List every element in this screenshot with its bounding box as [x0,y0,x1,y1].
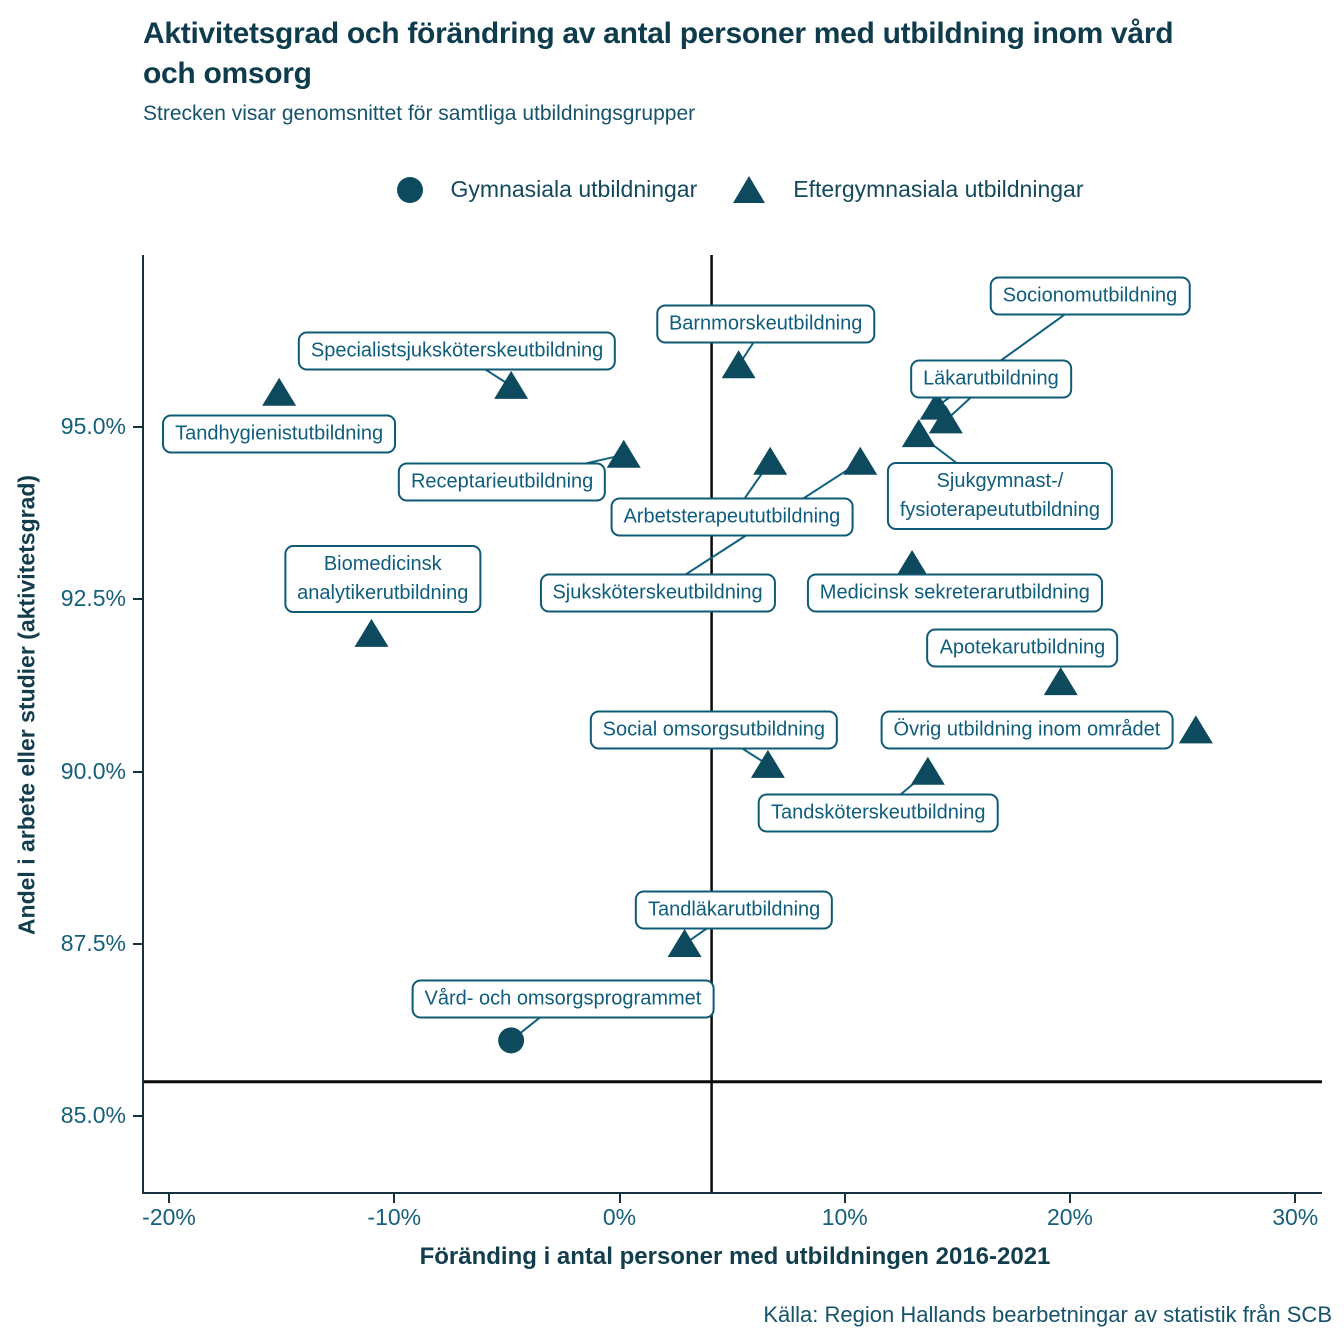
y-axis-title: Andel i arbete eller studier (aktivitets… [13,474,40,936]
x-axis-title: Föränding i antal personer med utbildnin… [419,1243,1051,1270]
y-tick-label: 87.5% [60,929,126,956]
chart-subtitle: Strecken visar genomsnittet för samtliga… [143,102,696,125]
data-point-triangle [721,350,756,379]
y-tick-mark [133,1115,142,1118]
y-tick-mark [133,598,142,601]
data-point-circle [498,1027,525,1054]
y-tick-label: 92.5% [60,585,126,612]
point-label: Social omsorgsutbildning [589,710,839,750]
triangle-marker-icon [733,176,766,203]
point-label: Apotekarutbildning [926,628,1119,668]
chart-title: Aktivitetsgrad och förändring av antal p… [143,17,1174,90]
point-label: Övrig utbildning inom området [880,710,1174,750]
point-label: Socionomutbildning [989,276,1191,316]
data-point-triangle [843,446,878,475]
point-label: Receptarieutbildning [397,462,607,502]
point-label: Arbetsterapeututbildning [610,497,854,537]
y-tick-label: 90.0% [60,757,126,784]
data-point-triangle [750,749,785,778]
data-point-triangle [753,446,788,475]
point-label: Medicinsk sekreterarutbildning [806,573,1103,613]
legend-item-gymnasiala: Gymnasiala utbildningar [396,176,698,203]
x-tick-label: 10% [821,1204,868,1230]
point-label: Läkarutbildning [910,359,1072,399]
x-tick-mark [1294,1194,1297,1203]
plot-area: Tandhygienistutbildning Specialistsjukskö… [142,255,1322,1194]
x-tick-mark [168,1194,171,1203]
x-tick-mark [1068,1194,1071,1203]
x-tick-label: 20% [1046,1204,1093,1230]
data-point-triangle [895,550,930,579]
x-tick-label: -20% [142,1204,196,1230]
data-point-triangle [1178,715,1213,744]
legend-label: Gymnasiala utbildningar [450,176,698,202]
source-note: Källa: Region Hallands bearbetningar av … [763,1302,1332,1327]
x-tick-label: 0% [602,1204,637,1230]
data-point-triangle [354,618,389,647]
x-tick-label: 30% [1272,1204,1319,1230]
point-label: Barnmorskeutbildning [655,304,876,344]
x-tick-mark [843,1194,846,1203]
y-tick-mark [133,426,142,429]
data-point-triangle [1043,667,1078,696]
point-label: Biomedicinsk analytikerutbildning [284,544,482,613]
y-tick-label: 95.0% [60,413,126,440]
x-tick-mark [393,1194,396,1203]
legend-item-eftergymnasiala: Eftergymnasiala utbildningar [733,176,1083,203]
data-point-triangle [606,439,641,468]
legend-label: Eftergymnasiala utbildningar [793,176,1084,202]
data-point-triangle [901,419,936,448]
point-label: Vård- och omsorgsprogrammet [411,979,715,1019]
data-point-triangle [910,756,945,785]
y-tick-mark [133,942,142,945]
circle-marker-icon [396,176,423,203]
x-tick-label: -10% [367,1204,422,1230]
data-point-triangle [667,928,702,957]
point-label: Specialistsjuksköterskeutbildning [297,331,617,371]
data-point-triangle [928,405,963,434]
y-tick-mark [133,770,142,773]
point-label: Tandhygienistutbildning [162,414,397,454]
x-tick-mark [618,1194,621,1203]
point-label: Tandläkarutbildning [634,890,834,930]
point-label: Sjuksköterskeutbildning [539,573,776,613]
y-tick-label: 85.0% [60,1102,126,1129]
legend: Gymnasiala utbildningar Eftergymnasiala … [0,176,1344,203]
point-label: Sjukgymnast-/ fysioterapeututbildning [886,462,1113,531]
data-point-triangle [494,370,529,399]
point-label: Tandsköterskeutbildning [757,793,999,833]
data-point-triangle [262,377,297,406]
